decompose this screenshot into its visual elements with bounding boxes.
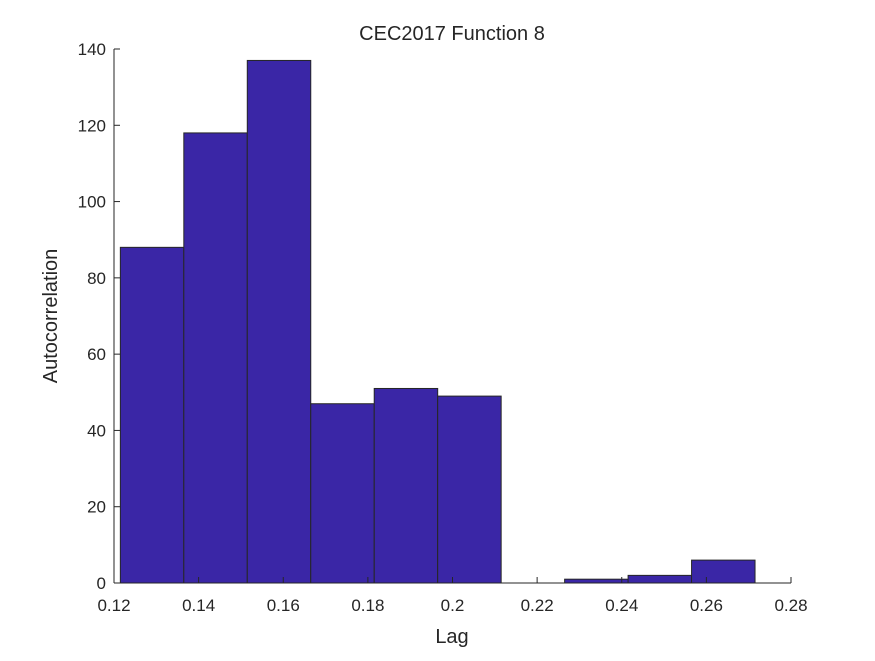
histogram-bar-3 (246, 59, 312, 584)
chart-title: CEC2017 Function 8 (359, 23, 545, 45)
histogram-bar-2 (183, 132, 248, 584)
y-tick-label: 120 (78, 116, 106, 135)
histogram-bar-9 (627, 574, 693, 584)
y-tick-label: 40 (87, 421, 106, 440)
y-tick-label: 60 (87, 345, 106, 364)
x-axis-label: Lag (435, 626, 468, 648)
y-axis-label: Autocorrelation (40, 249, 62, 384)
x-tick-label: 0.18 (351, 596, 384, 615)
histogram-bar-8 (564, 578, 629, 584)
histogram-bar-5 (373, 387, 439, 584)
x-tick-label: 0.24 (605, 596, 638, 615)
y-ticks-group: 0 20 40 60 80 100 120 140 (78, 40, 120, 593)
x-ticks-group: 0.12 0.14 0.16 0.18 0.2 0.22 0.24 0.26 0.28 (97, 577, 808, 615)
histogram-bar-6 (437, 395, 502, 584)
x-tick-label: 0.14 (182, 596, 215, 615)
y-tick-label: 80 (87, 269, 106, 288)
y-tick-label: 100 (78, 193, 106, 212)
bars-group (119, 59, 756, 584)
x-tick-label: 0.2 (441, 596, 465, 615)
x-tick-label: 0.26 (690, 596, 723, 615)
y-tick-label: 140 (78, 40, 106, 59)
y-tick-label: 20 (87, 498, 106, 517)
x-tick-label: 0.22 (521, 596, 554, 615)
x-tick-label: 0.16 (267, 596, 300, 615)
x-tick-label: 0.12 (97, 596, 130, 615)
y-tick-label: 0 (97, 574, 106, 593)
x-tick-label: 0.28 (774, 596, 807, 615)
histogram-bar-1 (119, 246, 185, 584)
histogram-bar-10 (691, 559, 756, 584)
histogram-bar-4 (310, 403, 375, 584)
